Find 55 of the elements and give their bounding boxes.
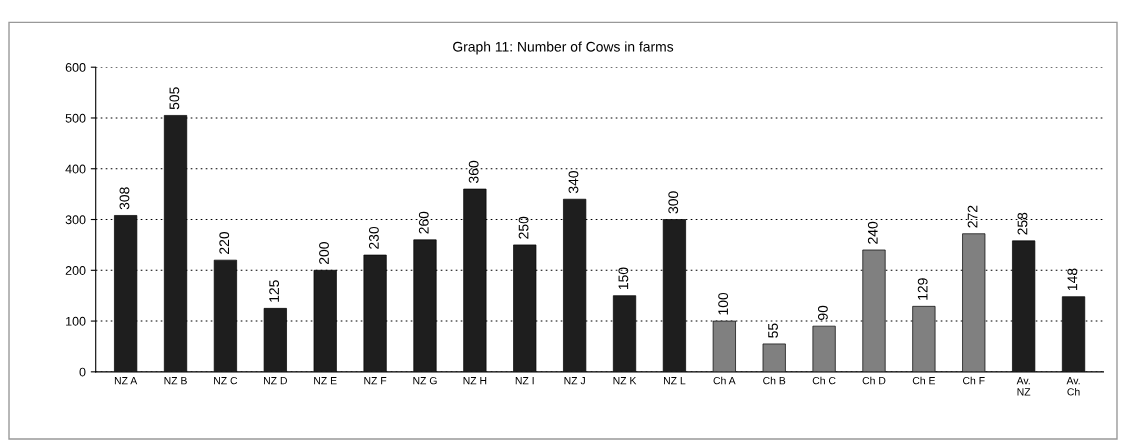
data-label: 200 (319, 242, 329, 265)
data-label: 220 (219, 231, 230, 254)
x-tick-label: NZ E (314, 377, 337, 385)
data-label: 129 (917, 278, 928, 300)
data-label: 90 (817, 305, 828, 320)
x-tick-label: NZ J (564, 377, 585, 385)
data-label: 148 (1067, 268, 1078, 291)
y-tick-label: 100 (66, 316, 86, 326)
data-label: 230 (368, 226, 379, 249)
x-tick-label: NZ L (664, 377, 686, 385)
x-tick-label: Ch A (713, 376, 736, 385)
data-label: 100 (718, 292, 729, 315)
x-tick-label: NZ F (364, 377, 387, 385)
x-tick-label: Ch C (812, 376, 836, 385)
x-tick-label: NZ C (214, 376, 238, 385)
x-tick-label: NZ A (114, 377, 138, 385)
data-label: 125 (269, 280, 280, 302)
bar (513, 244, 537, 372)
bar (762, 343, 786, 372)
x-tick-label: Ch F (963, 376, 985, 385)
data-label: 150 (618, 267, 629, 290)
x-tick-label: NZ G (413, 376, 437, 385)
x-tick-label: Av. NZ (1016, 377, 1031, 396)
data-label: 300 (668, 191, 679, 214)
bar (862, 249, 886, 372)
x-tick-label: NZ I (515, 377, 534, 385)
bar (163, 115, 188, 372)
y-tick-label: 300 (65, 215, 86, 225)
bar (812, 325, 836, 372)
x-tick-label: NZ B (164, 377, 187, 385)
x-tick-label: Ch E (912, 376, 936, 385)
y-tick-label: 600 (65, 63, 86, 72)
y-tick-label: 200 (65, 266, 86, 275)
data-label: 258 (1017, 212, 1028, 235)
bar (563, 198, 587, 372)
data-label: 260 (418, 211, 429, 234)
x-tick-label: Av. Ch (1066, 377, 1080, 396)
x-tick-label: NZ K (613, 377, 637, 385)
x-tick-label: NZ H (463, 377, 487, 385)
x-tick-label: Ch D (862, 376, 886, 385)
x-tick-label: Ch B (763, 376, 786, 385)
bar (213, 259, 237, 372)
y-tick-label: 500 (65, 113, 86, 123)
data-label: 308 (119, 187, 130, 210)
data-label: 360 (468, 160, 479, 183)
x-tick-label: NZ D (264, 377, 287, 385)
y-tick-label: 400 (65, 164, 86, 174)
y-tick-label: 0 (79, 367, 86, 377)
data-label: 55 (768, 323, 778, 338)
chart-title: Graph 11: Number of Cows in farms (453, 41, 674, 55)
data-label: 250 (518, 216, 529, 239)
data-label: 505 (169, 87, 180, 110)
data-label: 272 (967, 205, 978, 228)
data-label: 340 (568, 171, 579, 194)
data-label: 240 (867, 221, 878, 244)
